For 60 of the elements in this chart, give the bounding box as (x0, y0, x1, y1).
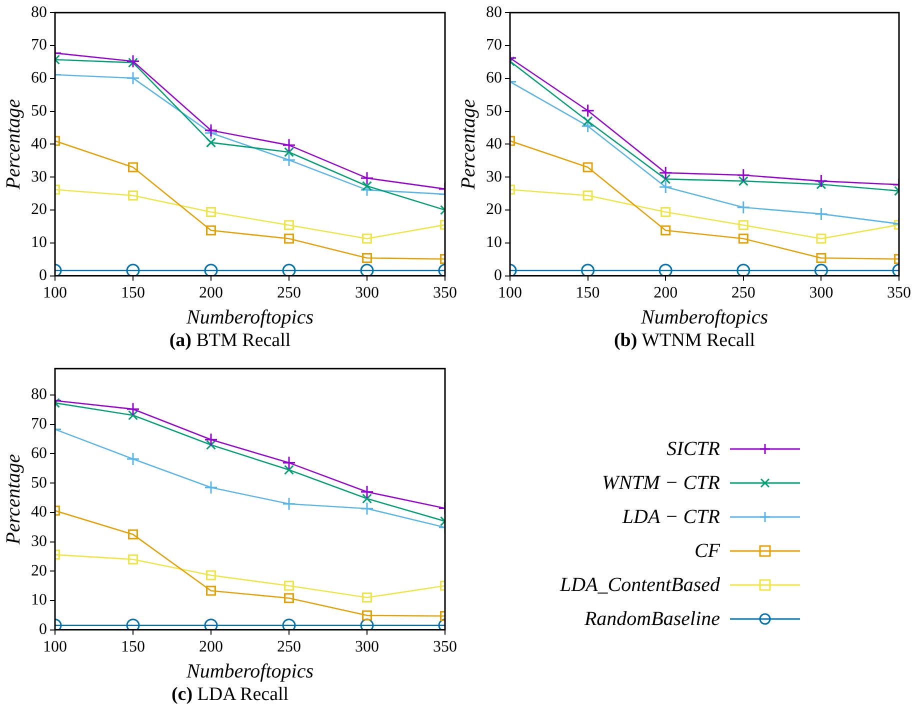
y-tick-label: 40 (31, 135, 47, 152)
y-tick-label: 50 (31, 474, 47, 492)
x-tick-label: 250 (731, 284, 756, 302)
y-tick-label: 10 (31, 592, 47, 609)
y-tick-label: 30 (486, 168, 502, 186)
y-axis-title: Percentage (2, 454, 24, 546)
legend-label: SICTR (666, 438, 720, 460)
x-tick-label: 250 (277, 284, 301, 302)
y-tick-label: 80 (486, 4, 502, 21)
x-tick-label: 100 (43, 284, 67, 302)
y-tick-label: 60 (31, 444, 47, 462)
x-tick-label: 300 (809, 284, 834, 302)
x-tick-label: 150 (121, 284, 145, 302)
y-tick-label: 40 (31, 504, 47, 521)
y-tick-label: 20 (31, 562, 47, 580)
legend-label: WNTM − CTR (602, 472, 720, 494)
x-axis-title: Numberoftopics (185, 660, 314, 682)
x-tick-label: 200 (199, 284, 223, 302)
y-tick-label: 60 (31, 70, 47, 87)
text: (b) WTNM Recall (612, 330, 756, 352)
x-tick-label: 350 (433, 638, 457, 656)
y-axis-title: Percentage (2, 98, 24, 190)
x-tick-label: 350 (887, 284, 911, 302)
x-tick-label: 350 (433, 284, 457, 302)
y-tick-label: 0 (39, 621, 47, 638)
y-tick-label: 50 (486, 102, 502, 120)
y-tick-label: 30 (31, 532, 47, 550)
y-tick-label: 20 (31, 201, 47, 218)
x-tick-label: 100 (498, 284, 522, 302)
y-tick-label: 60 (486, 70, 502, 87)
y-tick-label: 70 (31, 416, 47, 433)
x-axis-title: Numberoftopics (640, 306, 768, 328)
y-tick-label: 50 (31, 102, 47, 120)
legend-label: LDA_ContentBased (560, 574, 720, 596)
text: (c) LDA Recall (170, 684, 290, 706)
x-tick-label: 250 (277, 638, 301, 656)
y-tick-label: 0 (494, 267, 502, 284)
y-tick-label: 70 (486, 36, 502, 54)
x-tick-label: 200 (199, 638, 223, 656)
y-tick-label: 70 (31, 36, 47, 54)
y-tick-label: 0 (39, 267, 47, 284)
y-axis-title: Percentage (457, 98, 480, 190)
x-tick-label: 150 (576, 284, 600, 302)
x-tick-label: 100 (43, 638, 67, 656)
y-tick-label: 40 (486, 135, 502, 152)
x-tick-label: 300 (355, 284, 379, 302)
y-tick-label: 10 (486, 234, 502, 252)
text: (a) BTM Recall (168, 330, 292, 352)
y-tick-label: 80 (31, 386, 47, 404)
legend-label: LDA − CTR (622, 506, 720, 528)
x-tick-label: 150 (121, 638, 145, 656)
y-tick-label: 10 (31, 234, 47, 252)
y-tick-label: 20 (486, 201, 502, 218)
legend-label: RandomBaseline (584, 608, 720, 630)
x-tick-label: 300 (355, 638, 379, 656)
y-tick-label: 30 (31, 168, 47, 186)
legend-label: CF (694, 540, 720, 562)
x-axis-title: Numberoftopics (185, 306, 314, 328)
y-tick-label: 80 (31, 4, 47, 21)
x-tick-label: 200 (654, 284, 678, 302)
